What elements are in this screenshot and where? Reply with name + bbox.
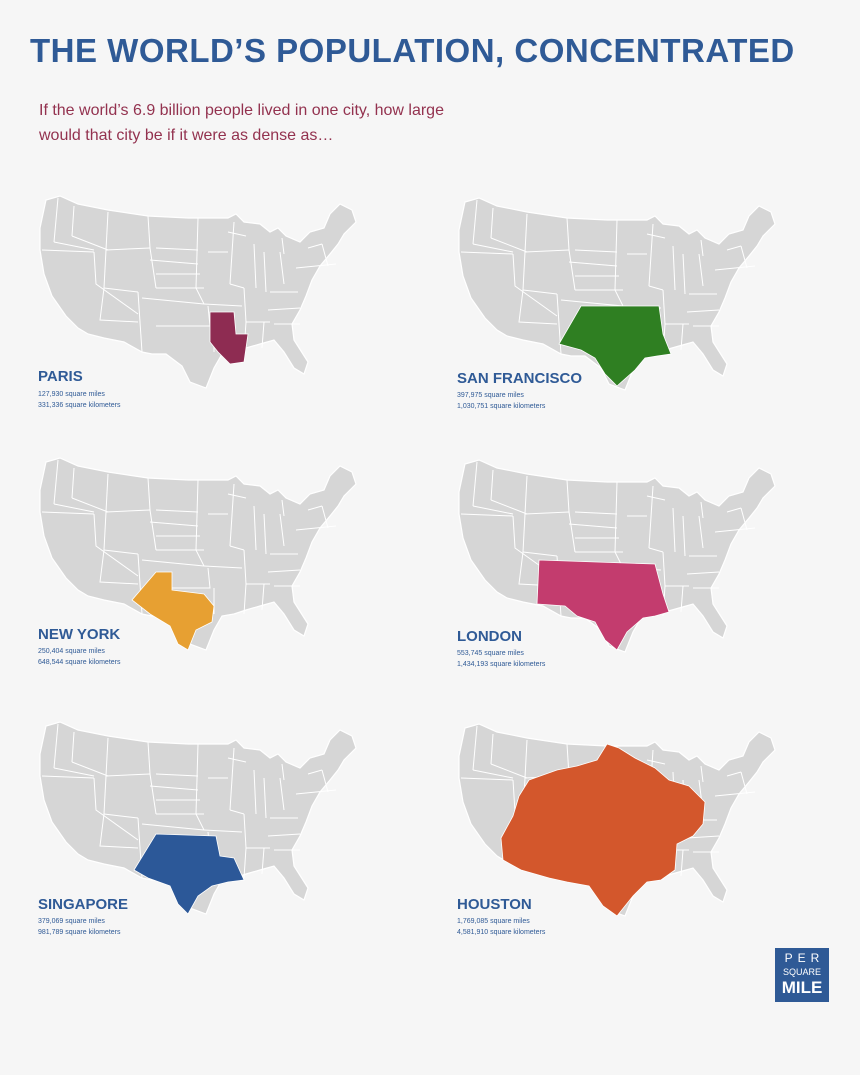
state-borders bbox=[41, 723, 337, 879]
per-square-mile-logo: PER SQUARE MILE bbox=[775, 948, 829, 1002]
us-map bbox=[458, 459, 776, 653]
subtitle-line-2: would that city be if it were as dense a… bbox=[39, 127, 334, 144]
city-name: SAN FRANCISCO bbox=[457, 370, 583, 387]
area-square-kilometers: 4,581,910 square kilometers bbox=[457, 929, 546, 936]
us-map bbox=[39, 457, 357, 651]
us-map bbox=[39, 195, 357, 389]
area-square-miles: 397,975 square miles bbox=[457, 392, 524, 399]
map-panel-new-york: NEW YORK 250,404 square miles 648,544 sq… bbox=[38, 454, 418, 704]
map-panel-paris: PARIS 127,930 square miles 331,336 squar… bbox=[38, 192, 418, 442]
area-square-kilometers: 981,789 square kilometers bbox=[38, 929, 121, 936]
area-square-miles: 127,930 square miles bbox=[38, 391, 105, 398]
state-borders bbox=[41, 197, 337, 353]
area-square-kilometers: 331,336 square kilometers bbox=[38, 402, 121, 409]
area-square-kilometers: 1,434,193 square kilometers bbox=[457, 661, 546, 668]
highlighted-region bbox=[133, 833, 245, 915]
map-panel-london: LONDON 553,745 square miles 1,434,193 sq… bbox=[457, 456, 837, 706]
logo-line-2: SQUARE bbox=[782, 967, 821, 977]
area-square-miles: 1,769,085 square miles bbox=[457, 918, 530, 925]
city-name: PARIS bbox=[38, 368, 83, 385]
page-subtitle: If the world’s 6.9 billion people lived … bbox=[39, 98, 509, 148]
area-square-miles: 379,069 square miles bbox=[38, 918, 105, 925]
map-panel-san-francisco: SAN FRANCISCO 397,975 square miles 1,030… bbox=[457, 194, 837, 444]
us-map bbox=[39, 721, 357, 915]
highlighted-region bbox=[500, 743, 706, 917]
city-name: LONDON bbox=[457, 628, 522, 645]
area-square-miles: 553,745 square miles bbox=[457, 650, 524, 657]
area-square-miles: 250,404 square miles bbox=[38, 648, 105, 655]
subtitle-line-1: If the world’s 6.9 billion people lived … bbox=[39, 102, 444, 119]
page-title: THE WORLD’S POPULATION, CONCENTRATED bbox=[30, 32, 795, 69]
city-name: NEW YORK bbox=[38, 626, 121, 643]
area-square-kilometers: 648,544 square kilometers bbox=[38, 659, 121, 666]
logo-line-1: PER bbox=[784, 951, 825, 965]
map-panel-singapore: SINGAPORE 379,069 square miles 981,789 s… bbox=[38, 718, 418, 968]
us-map bbox=[458, 197, 776, 391]
highlighted-region bbox=[131, 571, 215, 651]
map-panel-houston: HOUSTON 1,769,085 square miles 4,581,910… bbox=[457, 720, 837, 970]
logo-line-3: MILE bbox=[781, 978, 823, 997]
city-name: SINGAPORE bbox=[38, 896, 129, 913]
highlighted-region bbox=[558, 305, 672, 387]
area-square-kilometers: 1,030,751 square kilometers bbox=[457, 403, 546, 410]
highlighted-region bbox=[209, 311, 249, 365]
highlighted-region bbox=[536, 559, 670, 651]
city-name: HOUSTON bbox=[457, 896, 532, 913]
us-map bbox=[458, 723, 776, 917]
